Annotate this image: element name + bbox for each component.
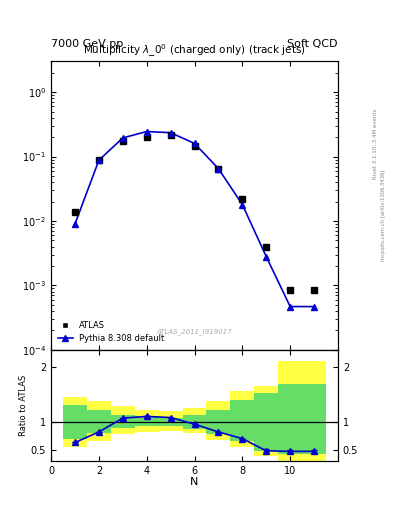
Text: Soft QCD: Soft QCD — [288, 38, 338, 49]
Title: Multiplicity $\lambda\_0^0$ (charged only) (track jets): Multiplicity $\lambda\_0^0$ (charged onl… — [83, 43, 306, 59]
Y-axis label: Ratio to ATLAS: Ratio to ATLAS — [19, 375, 28, 436]
X-axis label: N: N — [190, 477, 199, 487]
Text: Rivet 3.1.10, 3.4M events: Rivet 3.1.10, 3.4M events — [373, 108, 378, 179]
Text: ATLAS_2011_I919017: ATLAS_2011_I919017 — [157, 329, 232, 335]
Text: mcplots.cern.ch [arXiv:1306.3436]: mcplots.cern.ch [arXiv:1306.3436] — [381, 169, 386, 261]
Text: 7000 GeV pp: 7000 GeV pp — [51, 38, 123, 49]
Legend: ATLAS, Pythia 8.308 default: ATLAS, Pythia 8.308 default — [55, 318, 167, 346]
